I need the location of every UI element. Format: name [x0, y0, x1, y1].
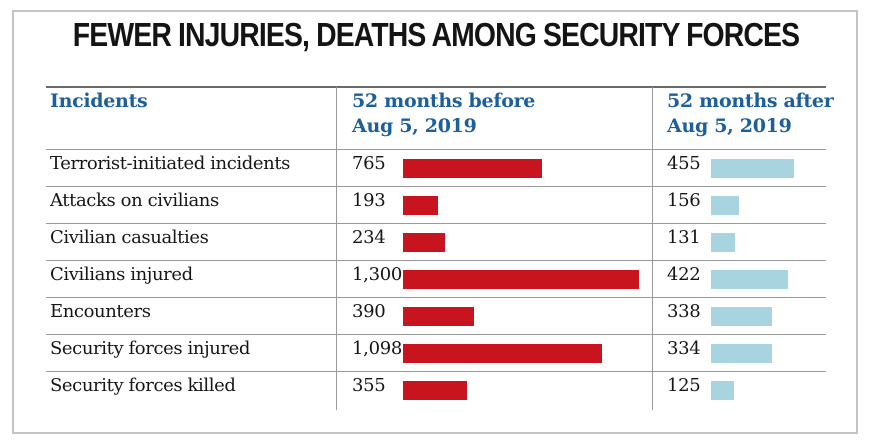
row-label: Security forces injured [50, 338, 251, 359]
bar-after [711, 159, 794, 178]
chart-title: FEWER INJURIES, DEATHS AMONG SECURITY FO… [72, 16, 800, 53]
row-divider [46, 334, 826, 335]
row-label: Attacks on civilians [50, 190, 219, 211]
row-label: Civilian casualties [50, 227, 209, 248]
table-row: Encounters 390 338 [0, 297, 872, 334]
bar-after [711, 233, 735, 252]
column-divider-1 [336, 87, 337, 410]
value-before: 1,098 [352, 338, 403, 359]
header-before-line2: Aug 5, 2019 [352, 115, 477, 137]
header-after-line2: Aug 5, 2019 [667, 115, 792, 137]
header-incidents: Incidents [50, 90, 148, 112]
table-row: Civilians injured 1,300 422 [0, 260, 872, 297]
row-divider [46, 371, 826, 372]
row-label: Security forces killed [50, 375, 236, 396]
bar-after [711, 196, 739, 215]
bar-after [711, 307, 772, 326]
table-row: Terrorist-initiated incidents 765 455 [0, 149, 872, 186]
bar-before [403, 344, 602, 363]
bar-before [403, 233, 445, 252]
chart-frame [12, 10, 858, 434]
header-top-rule [46, 86, 826, 88]
value-before: 1,300 [352, 264, 403, 285]
bar-after [711, 344, 772, 363]
bar-before [403, 307, 474, 326]
table-row: Security forces killed 355 125 [0, 371, 872, 408]
value-after: 131 [667, 227, 701, 248]
column-divider-2 [652, 87, 653, 410]
value-after: 338 [667, 301, 701, 322]
header-before-line1: 52 months before [352, 90, 536, 112]
bar-after [711, 270, 788, 289]
row-label: Terrorist-initiated incidents [50, 153, 291, 174]
row-divider [46, 260, 826, 261]
row-divider [46, 186, 826, 187]
value-after: 334 [667, 338, 701, 359]
row-label: Encounters [50, 301, 151, 322]
bar-before [403, 270, 639, 289]
value-after: 125 [667, 375, 701, 396]
row-label: Civilians injured [50, 264, 193, 285]
bar-after [711, 381, 734, 400]
value-after: 455 [667, 153, 701, 174]
bar-before [403, 196, 438, 215]
value-before: 390 [352, 301, 386, 322]
row-divider [46, 223, 826, 224]
table-row: Attacks on civilians 193 156 [0, 186, 872, 223]
value-before: 355 [352, 375, 386, 396]
value-before: 234 [352, 227, 386, 248]
bar-before [403, 381, 467, 400]
row-divider [46, 149, 826, 150]
table-row: Security forces injured 1,098 334 [0, 334, 872, 371]
value-before: 765 [352, 153, 386, 174]
table-row: Civilian casualties 234 131 [0, 223, 872, 260]
value-after: 156 [667, 190, 701, 211]
bar-before [403, 159, 542, 178]
header-after-line1: 52 months after [667, 90, 834, 112]
row-divider [46, 297, 826, 298]
value-after: 422 [667, 264, 701, 285]
value-before: 193 [352, 190, 386, 211]
